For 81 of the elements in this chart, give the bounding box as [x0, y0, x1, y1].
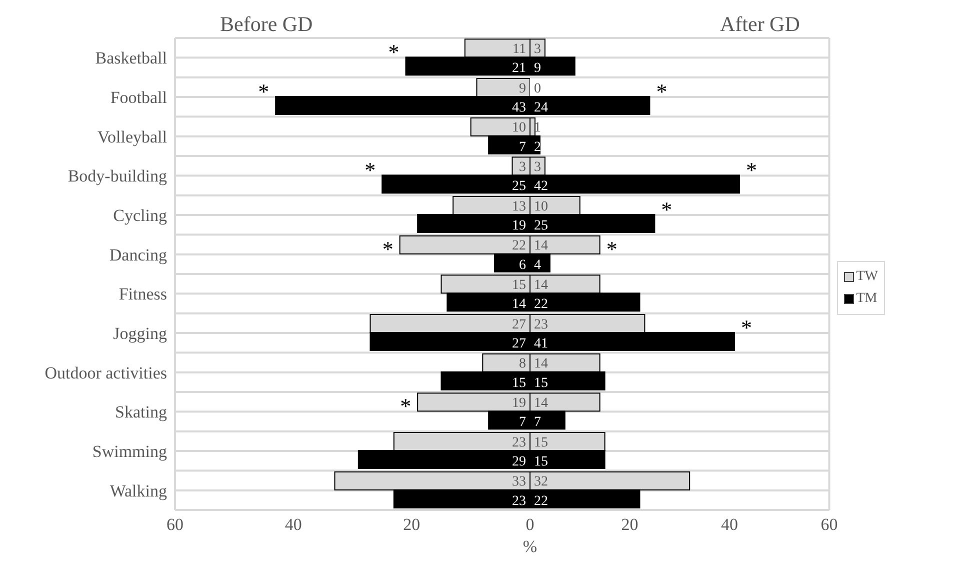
data-label: 33 — [512, 474, 526, 490]
y-tick-label: Walking — [110, 481, 168, 500]
data-label: 23 — [512, 494, 526, 509]
y-tick-label: Volleyball — [97, 127, 168, 146]
data-label: 32 — [534, 474, 548, 490]
data-label: 2 — [534, 140, 541, 155]
data-label: 9 — [519, 81, 526, 96]
data-label: 11 — [512, 42, 526, 58]
annotation: * — [656, 79, 668, 104]
data-label: 14 — [512, 297, 526, 312]
y-tick-label: Basketball — [95, 48, 168, 68]
data-label: 23 — [512, 435, 526, 450]
data-label: 15 — [534, 454, 548, 470]
data-label: 19 — [512, 396, 526, 412]
annotation: * — [364, 158, 376, 183]
x-tick-label: 40 — [284, 515, 302, 534]
data-label: 0 — [534, 81, 541, 96]
data-label: 7 — [519, 415, 526, 430]
legend-label: TM — [856, 290, 878, 308]
chart-title: Before GD — [220, 12, 313, 37]
y-tick-label: Fitness — [118, 284, 167, 304]
data-label: 14 — [534, 356, 548, 372]
annotation: * — [258, 79, 270, 104]
annotation: * — [606, 236, 618, 262]
data-label: 22 — [512, 238, 526, 254]
data-label: 7 — [534, 415, 541, 430]
data-label: 3 — [519, 160, 526, 176]
data-label: 27 — [512, 336, 526, 352]
x-tick-label: 20 — [621, 515, 638, 534]
y-tick-label: Football — [110, 88, 168, 108]
data-label: 14 — [534, 278, 548, 294]
data-label: 22 — [534, 297, 548, 312]
data-label: 15 — [534, 435, 548, 450]
data-label: 4 — [534, 258, 541, 273]
data-label: 15 — [512, 278, 526, 294]
data-label: 29 — [512, 454, 526, 470]
x-tick-label: 0 — [526, 515, 534, 534]
data-label: 43 — [512, 100, 526, 116]
legend-label: TW — [856, 268, 878, 286]
data-label: 42 — [534, 179, 548, 194]
data-label: 13 — [512, 199, 526, 214]
annotation: * — [382, 236, 394, 262]
data-label: 10 — [534, 199, 548, 214]
data-label: 14 — [534, 396, 548, 412]
data-label: 15 — [534, 376, 548, 391]
annotation: * — [400, 394, 412, 419]
x-tick-label: 60 — [820, 515, 838, 534]
y-tick-label: Body-building — [68, 166, 168, 186]
y-tick-label: Skating — [115, 402, 168, 422]
data-label: 9 — [534, 61, 541, 76]
data-label: 19 — [512, 218, 526, 234]
x-axis-title: % — [522, 537, 538, 556]
y-tick-label: Jogging — [113, 324, 168, 344]
data-label: 41 — [534, 336, 548, 352]
data-label: 23 — [534, 317, 548, 332]
y-tick-label: Dancing — [109, 245, 168, 264]
chart-title: After GD — [720, 12, 800, 37]
data-label: 27 — [512, 317, 526, 332]
annotation: * — [661, 197, 672, 222]
data-label: 8 — [519, 356, 526, 372]
data-label: 15 — [512, 376, 526, 391]
data-label: 25 — [534, 218, 548, 234]
x-tick-label: 60 — [166, 515, 184, 534]
annotation: * — [388, 40, 400, 65]
y-tick-label: Outdoor activities — [44, 363, 167, 382]
data-label: 6 — [519, 258, 526, 273]
data-label: 21 — [512, 61, 526, 76]
y-tick-label: Swimming — [92, 442, 168, 462]
data-label: 24 — [534, 100, 548, 116]
data-label: 22 — [534, 494, 548, 509]
data-label: 10 — [512, 120, 526, 136]
data-label: 14 — [534, 238, 548, 254]
x-tick-label: 20 — [403, 515, 420, 534]
y-tick-label: Cycling — [113, 206, 168, 226]
annotation: * — [746, 158, 757, 183]
data-label: 3 — [534, 42, 541, 58]
x-tick-label: 40 — [720, 515, 738, 534]
data-label: 7 — [519, 140, 526, 155]
annotation: * — [740, 315, 752, 340]
data-label: 25 — [512, 179, 526, 194]
data-label: 3 — [534, 160, 541, 176]
